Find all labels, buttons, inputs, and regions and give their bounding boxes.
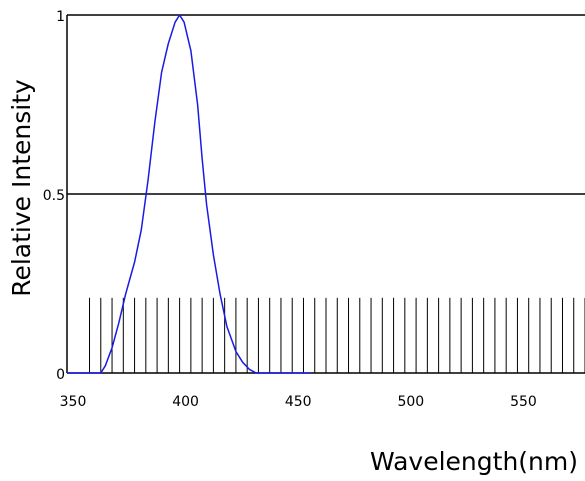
x-tick-label: 400 xyxy=(172,394,199,410)
y-tick-label: 0.5 xyxy=(43,188,65,204)
x-tick-label: 350 xyxy=(60,394,87,410)
y-tick-labels: 00.51 xyxy=(43,9,65,383)
gridlines xyxy=(67,14,585,195)
x-tick-label: 550 xyxy=(510,394,537,410)
series-group xyxy=(67,14,311,374)
x-tick-label: 450 xyxy=(285,394,312,410)
y-axis-label: Relative Intensity xyxy=(7,79,36,297)
y-tick-label: 0 xyxy=(56,367,65,383)
series-line xyxy=(67,14,311,374)
vertical-markers xyxy=(89,297,585,373)
x-axis-label: Wavelength(nm) xyxy=(370,447,578,476)
x-tick-labels: 350 400 450 500 550 xyxy=(60,394,537,410)
y-tick-label: 1 xyxy=(56,9,65,25)
x-tick-label: 500 xyxy=(397,394,424,410)
